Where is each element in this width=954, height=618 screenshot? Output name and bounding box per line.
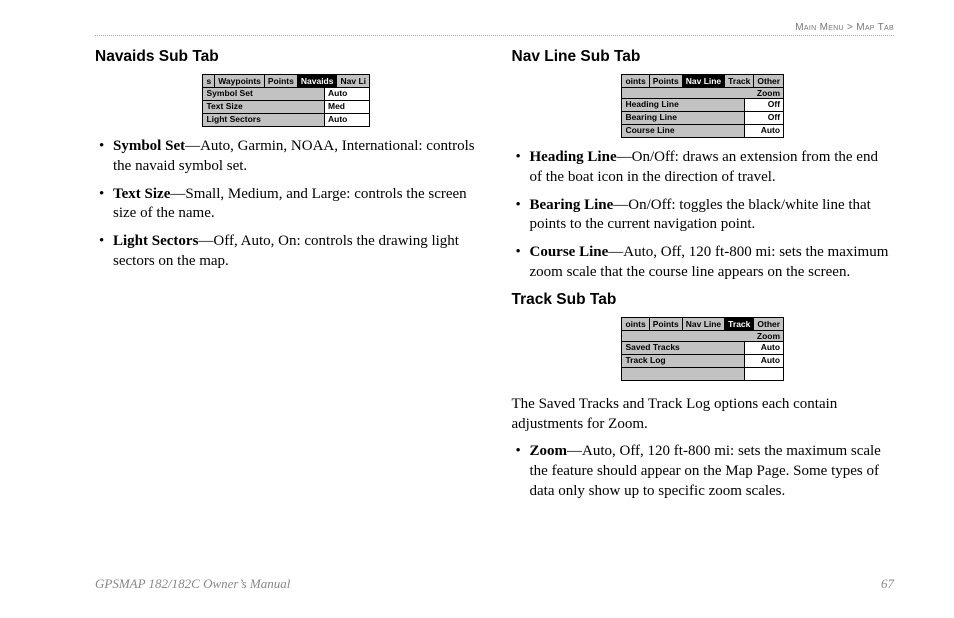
screenshot-tab: Points bbox=[650, 75, 683, 87]
screenshot-tab: Navaids bbox=[298, 75, 338, 87]
screenshot-row: Bearing LineOff bbox=[622, 112, 783, 125]
right-column: Nav Line Sub Tab ointsPointsNav LineTrac… bbox=[512, 48, 895, 510]
navaids-screenshot: sWaypointsPointsNavaidsNav Li Symbol Set… bbox=[202, 74, 370, 127]
screenshot-row-label: Bearing Line bbox=[622, 112, 745, 124]
screenshot-row-value: Med bbox=[325, 101, 369, 113]
screenshot-row-value bbox=[745, 368, 783, 380]
screenshot-row: Light SectorsAuto bbox=[203, 114, 369, 126]
navaids-rows: Symbol SetAutoText SizeMedLight SectorsA… bbox=[203, 88, 369, 126]
screenshot-row-label: Symbol Set bbox=[203, 88, 325, 100]
screenshot-row-label: Track Log bbox=[622, 355, 745, 367]
breadcrumb-left: Main Menu bbox=[795, 22, 844, 33]
bullet-term: Zoom bbox=[530, 443, 568, 459]
screenshot-row: Saved TracksAuto bbox=[622, 342, 783, 355]
screenshot-row-value: Off bbox=[745, 99, 783, 111]
screenshot-row-label: Course Line bbox=[622, 125, 745, 137]
track-heading: Track Sub Tab bbox=[512, 291, 895, 309]
footer-manual: GPSMAP 182/182C Owner’s Manual bbox=[95, 576, 290, 592]
screenshot-tab: Waypoints bbox=[215, 75, 265, 87]
screenshot-row: Heading LineOff bbox=[622, 99, 783, 112]
bullet-item: Text Size—Small, Medium, and Large: cont… bbox=[113, 185, 478, 225]
track-body-text: The Saved Tracks and Track Log options e… bbox=[512, 395, 895, 435]
screenshot-tab: oints bbox=[622, 318, 649, 330]
track-screenshot: ointsPointsNav LineTrackOther Zoom Saved… bbox=[621, 317, 784, 381]
navline-bullets: Heading Line—On/Off: draws an extension … bbox=[512, 148, 895, 283]
screenshot-tab: Other bbox=[754, 75, 783, 87]
track-tabs: ointsPointsNav LineTrackOther bbox=[622, 318, 783, 331]
track-bullets: Zoom—Auto, Off, 120 ft-800 mi: sets the … bbox=[512, 442, 895, 501]
navline-rows: Heading LineOffBearing LineOffCourse Lin… bbox=[622, 99, 783, 137]
bullet-item: Zoom—Auto, Off, 120 ft-800 mi: sets the … bbox=[530, 442, 895, 501]
screenshot-row-label: Light Sectors bbox=[203, 114, 325, 126]
bullet-item: Light Sectors—Off, Auto, On: controls th… bbox=[113, 232, 478, 272]
navaids-tabs: sWaypointsPointsNavaidsNav Li bbox=[203, 75, 369, 88]
header-divider bbox=[95, 35, 894, 36]
bullet-term: Symbol Set bbox=[113, 138, 185, 154]
bullet-desc: —Auto, Off, 120 ft-800 mi: sets the maxi… bbox=[530, 443, 881, 499]
screenshot-tab: Points bbox=[265, 75, 298, 87]
screenshot-tab: Points bbox=[650, 318, 683, 330]
navaids-heading: Navaids Sub Tab bbox=[95, 48, 478, 66]
bullet-term: Text Size bbox=[113, 186, 170, 202]
screenshot-tab: Other bbox=[754, 318, 783, 330]
bullet-term: Heading Line bbox=[530, 149, 617, 165]
screenshot-tab: Track bbox=[725, 75, 754, 87]
screenshot-row-value: Auto bbox=[745, 342, 783, 354]
navaids-bullets: Symbol Set—Auto, Garmin, NOAA, Internati… bbox=[95, 137, 478, 272]
screenshot-tab: Nav Line bbox=[683, 318, 725, 330]
screenshot-row-label: Heading Line bbox=[622, 99, 745, 111]
screenshot-tab: Nav Line bbox=[683, 75, 725, 87]
track-rows: Saved TracksAutoTrack LogAuto bbox=[622, 342, 783, 380]
bullet-term: Course Line bbox=[530, 244, 609, 260]
bullet-item: Course Line—Auto, Off, 120 ft-800 mi: se… bbox=[530, 243, 895, 283]
screenshot-tab: s bbox=[203, 75, 215, 87]
screenshot-tab: Nav Li bbox=[337, 75, 369, 87]
navline-screenshot: ointsPointsNav LineTrackOther Zoom Headi… bbox=[621, 74, 784, 138]
screenshot-row-value: Off bbox=[745, 112, 783, 124]
screenshot-row-value: Auto bbox=[745, 125, 783, 137]
track-subheader: Zoom bbox=[622, 331, 783, 342]
breadcrumb: Main Menu > Map Tab bbox=[95, 22, 894, 33]
footer-page-number: 67 bbox=[881, 576, 894, 592]
breadcrumb-right: Map Tab bbox=[856, 22, 894, 33]
screenshot-row-label: Saved Tracks bbox=[622, 342, 745, 354]
bullet-term: Bearing Line bbox=[530, 197, 614, 213]
bullet-item: Heading Line—On/Off: draws an extension … bbox=[530, 148, 895, 188]
screenshot-row-value: Auto bbox=[325, 88, 369, 100]
screenshot-tab: Track bbox=[725, 318, 754, 330]
navline-subheader: Zoom bbox=[622, 88, 783, 99]
bullet-item: Symbol Set—Auto, Garmin, NOAA, Internati… bbox=[113, 137, 478, 177]
left-column: Navaids Sub Tab sWaypointsPointsNavaidsN… bbox=[95, 48, 478, 510]
navline-tabs: ointsPointsNav LineTrackOther bbox=[622, 75, 783, 88]
screenshot-row bbox=[622, 368, 783, 380]
screenshot-row: Text SizeMed bbox=[203, 101, 369, 114]
bullet-item: Bearing Line—On/Off: toggles the black/w… bbox=[530, 196, 895, 236]
screenshot-row-label bbox=[622, 368, 745, 380]
bullet-term: Light Sectors bbox=[113, 233, 198, 249]
screenshot-row-label: Text Size bbox=[203, 101, 325, 113]
screenshot-row: Symbol SetAuto bbox=[203, 88, 369, 101]
screenshot-row-value: Auto bbox=[325, 114, 369, 126]
navline-heading: Nav Line Sub Tab bbox=[512, 48, 895, 66]
page-footer: GPSMAP 182/182C Owner’s Manual 67 bbox=[95, 576, 894, 592]
screenshot-row-value: Auto bbox=[745, 355, 783, 367]
screenshot-row: Course LineAuto bbox=[622, 125, 783, 137]
screenshot-row: Track LogAuto bbox=[622, 355, 783, 368]
screenshot-tab: oints bbox=[622, 75, 649, 87]
